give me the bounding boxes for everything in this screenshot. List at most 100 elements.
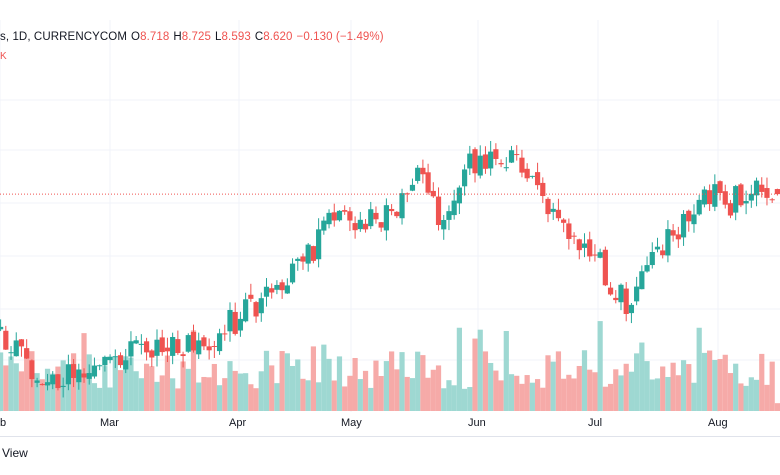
- candle-body[interactable]: [701, 189, 708, 205]
- candle-body[interactable]: [269, 288, 275, 293]
- candle-body[interactable]: [550, 208, 556, 212]
- candle-body[interactable]: [644, 265, 650, 272]
- candle-body[interactable]: [717, 181, 723, 193]
- candle-body[interactable]: [243, 299, 249, 322]
- candle-body[interactable]: [430, 190, 436, 197]
- candle-body[interactable]: [519, 157, 525, 173]
- candle-body[interactable]: [654, 246, 661, 250]
- candle-body[interactable]: [680, 213, 687, 238]
- candle-body[interactable]: [394, 211, 400, 217]
- candle-body[interactable]: [232, 311, 238, 334]
- candle-body[interactable]: [660, 250, 666, 256]
- candle-body[interactable]: [425, 172, 431, 193]
- candle-body[interactable]: [3, 330, 9, 350]
- candle-body[interactable]: [60, 385, 66, 388]
- candle-body[interactable]: [774, 189, 780, 195]
- candle-body[interactable]: [566, 223, 572, 239]
- candle-body[interactable]: [738, 184, 744, 206]
- candle-body[interactable]: [102, 356, 108, 366]
- candle-body[interactable]: [336, 210, 343, 221]
- candle-body[interactable]: [97, 365, 103, 367]
- candle-body[interactable]: [378, 222, 384, 228]
- candle-body[interactable]: [534, 172, 541, 186]
- candle-body[interactable]: [44, 382, 51, 386]
- candle-body[interactable]: [164, 347, 171, 352]
- candle-body[interactable]: [258, 298, 264, 314]
- candle-body[interactable]: [503, 167, 509, 169]
- candle-body[interactable]: [65, 364, 71, 385]
- candle-body[interactable]: [310, 246, 317, 261]
- candle-body[interactable]: [727, 203, 734, 216]
- candle-body[interactable]: [24, 348, 30, 359]
- candle-body[interactable]: [91, 365, 98, 377]
- candle-body[interactable]: [50, 374, 56, 385]
- candle-body[interactable]: [628, 304, 635, 314]
- candle-body[interactable]: [180, 354, 186, 357]
- candle-body[interactable]: [607, 287, 614, 295]
- candle-body[interactable]: [404, 193, 410, 195]
- candle-body[interactable]: [733, 186, 739, 213]
- candle-body[interactable]: [581, 243, 588, 248]
- candle-body[interactable]: [190, 331, 197, 351]
- candle-body[interactable]: [107, 356, 113, 361]
- candle-body[interactable]: [39, 384, 45, 386]
- candle-body[interactable]: [753, 180, 760, 196]
- candle-body[interactable]: [373, 212, 379, 220]
- candle-body[interactable]: [279, 282, 285, 291]
- brand-label[interactable]: View: [2, 446, 28, 460]
- candle-body[interactable]: [185, 335, 191, 352]
- candle-body[interactable]: [477, 155, 483, 176]
- candle-body[interactable]: [143, 341, 150, 353]
- candle-body[interactable]: [154, 339, 160, 356]
- candle-body[interactable]: [76, 369, 82, 383]
- candle-body[interactable]: [159, 337, 165, 353]
- candle-body[interactable]: [305, 244, 311, 264]
- candle-body[interactable]: [540, 182, 546, 197]
- candle-body[interactable]: [435, 196, 442, 226]
- candle-body[interactable]: [456, 187, 462, 204]
- candle-body[interactable]: [399, 193, 405, 219]
- candle-body[interactable]: [112, 356, 118, 358]
- candle-body[interactable]: [467, 153, 473, 169]
- candle-body[interactable]: [691, 214, 697, 225]
- candle-body[interactable]: [675, 234, 681, 240]
- candle-body[interactable]: [514, 154, 520, 156]
- candle-body[interactable]: [649, 252, 655, 266]
- candle-body[interactable]: [712, 184, 718, 207]
- candle-body[interactable]: [316, 229, 322, 260]
- candle-body[interactable]: [326, 212, 332, 225]
- candle-body[interactable]: [295, 258, 301, 261]
- candle-body[interactable]: [34, 380, 40, 383]
- candle-body[interactable]: [707, 190, 713, 205]
- candle-body[interactable]: [289, 263, 296, 283]
- candle-body[interactable]: [138, 343, 144, 345]
- candle-body[interactable]: [576, 239, 582, 251]
- candle-body[interactable]: [670, 230, 676, 236]
- candle-body[interactable]: [587, 239, 593, 257]
- candle-body[interactable]: [383, 205, 389, 231]
- candle-body[interactable]: [170, 337, 176, 356]
- candle-body[interactable]: [342, 210, 348, 212]
- candle-body[interactable]: [561, 219, 567, 223]
- candle-body[interactable]: [211, 345, 217, 347]
- candle-body[interactable]: [248, 294, 254, 299]
- candle-body[interactable]: [128, 341, 134, 357]
- candle-body[interactable]: [216, 333, 223, 352]
- candle-body[interactable]: [529, 175, 535, 177]
- candle-body[interactable]: [409, 184, 416, 191]
- candle-body[interactable]: [764, 188, 770, 198]
- candle-body[interactable]: [493, 149, 499, 159]
- candle-body[interactable]: [13, 340, 19, 357]
- candle-body[interactable]: [415, 167, 421, 181]
- candle-body[interactable]: [206, 346, 212, 351]
- candle-body[interactable]: [237, 318, 244, 331]
- candle-body[interactable]: [748, 193, 754, 201]
- candle-body[interactable]: [123, 360, 129, 370]
- candle-body[interactable]: [347, 211, 353, 221]
- candle-body[interactable]: [722, 191, 728, 205]
- candle-body[interactable]: [488, 151, 494, 169]
- candle-body[interactable]: [263, 286, 270, 297]
- candle-body[interactable]: [253, 302, 259, 317]
- candle-body[interactable]: [592, 254, 598, 256]
- candle-body[interactable]: [362, 223, 369, 230]
